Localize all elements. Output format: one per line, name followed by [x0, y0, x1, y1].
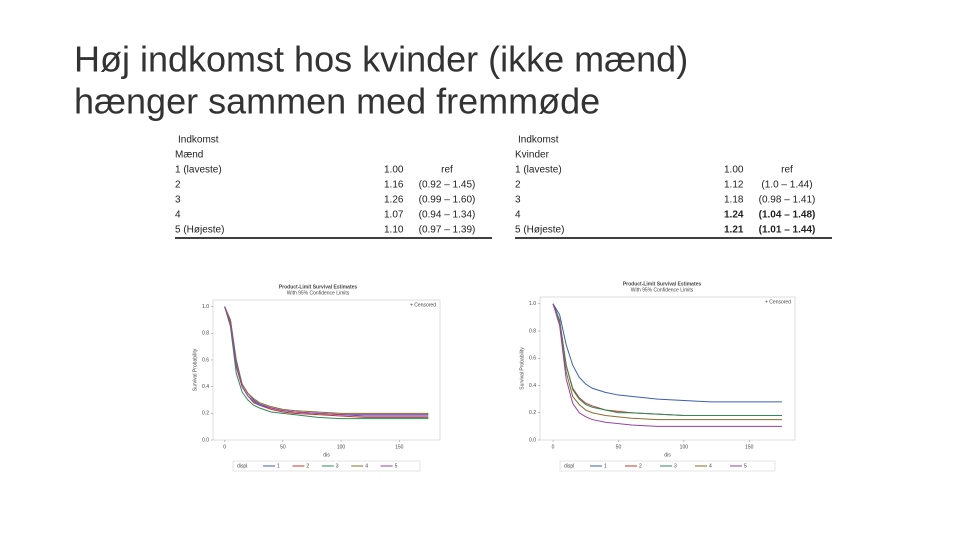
- chart-title: Product-Limit Survival Estimates: [279, 284, 358, 290]
- survival-curve: [552, 303, 782, 427]
- row-label: 2: [175, 180, 181, 191]
- hazard-ratio: 1.26: [384, 195, 404, 206]
- y-tick-label: 0.0: [202, 437, 209, 443]
- legend-title: displ: [237, 463, 247, 469]
- hazard-ratio: 1.18: [724, 195, 744, 206]
- confidence-interval: (0.97 – 1.39): [419, 225, 476, 236]
- legend-title: displ: [564, 463, 574, 469]
- confidence-interval: ref: [441, 165, 453, 176]
- x-tick-label: 150: [745, 444, 754, 450]
- confidence-interval: (0.98 – 1.41): [759, 195, 816, 206]
- y-tick-label: 0.6: [202, 357, 209, 363]
- x-tick-label: 0: [223, 444, 226, 450]
- y-tick-label: 0.2: [529, 410, 536, 416]
- x-tick-label: 0: [552, 444, 555, 450]
- hazard-ratio: 1.00: [724, 165, 744, 176]
- legend-label: 4: [709, 463, 712, 469]
- hazard-ratio: 1.12: [724, 180, 744, 191]
- confidence-interval: ref: [781, 165, 793, 176]
- slide-title: hænger sammen med fremmøde: [74, 81, 600, 122]
- y-tick-label: 0.4: [202, 384, 209, 390]
- table-header: Indkomst: [518, 135, 559, 146]
- plot-area: [212, 299, 441, 441]
- confidence-interval: (0.94 – 1.34): [419, 210, 476, 221]
- row-label: 3: [515, 195, 521, 206]
- legend-label: 1: [277, 463, 280, 469]
- legend-label: 5: [744, 463, 747, 469]
- hazard-ratio: 1.24: [724, 210, 744, 221]
- legend-label: 3: [336, 463, 339, 469]
- chart-subtitle: With 95% Confidence Limits: [631, 287, 694, 293]
- survival-curve: [552, 303, 782, 416]
- row-label: 1 (laveste): [175, 165, 222, 176]
- y-tick-label: 0.2: [202, 411, 209, 417]
- hazard-ratio: 1.07: [384, 210, 404, 221]
- slide-title: Høj indkomst hos kvinder (ikke mænd): [74, 39, 688, 80]
- row-label: 4: [175, 210, 181, 221]
- confidence-interval: (1.04 – 1.48): [759, 210, 816, 221]
- legend-label: 2: [639, 463, 642, 469]
- y-tick-label: 0.8: [202, 331, 209, 337]
- confidence-interval: (1.0 – 1.44): [761, 180, 812, 191]
- x-axis-label: dis: [323, 452, 330, 458]
- row-label: 3: [175, 195, 181, 206]
- row-label: 5 (Højeste): [175, 225, 224, 236]
- y-axis-label: Survival Probability: [519, 347, 525, 390]
- y-tick-label: 0.6: [529, 356, 536, 362]
- legend-label: 3: [674, 463, 677, 469]
- x-tick-label: 150: [395, 444, 404, 450]
- table-header: Indkomst: [178, 135, 219, 146]
- y-tick-label: 1.0: [202, 304, 209, 310]
- censored-legend: + Censored: [765, 299, 791, 305]
- censored-legend: + Censored: [410, 302, 436, 308]
- x-axis-label: dis: [664, 452, 671, 458]
- y-axis-label: Survival Probability: [192, 348, 198, 391]
- x-tick-label: 100: [680, 444, 689, 450]
- y-tick-label: 1.0: [529, 301, 536, 307]
- legend-box: [559, 460, 776, 472]
- row-label: 4: [515, 210, 521, 221]
- legend-label: 4: [365, 463, 368, 469]
- row-label: 1 (laveste): [515, 165, 562, 176]
- hazard-ratio: 1.10: [384, 225, 404, 236]
- x-tick-label: 100: [337, 444, 346, 450]
- y-tick-label: 0.8: [529, 328, 536, 334]
- chart-title: Product-Limit Survival Estimates: [623, 281, 702, 287]
- plot-area: [539, 296, 796, 441]
- survival-curve: [552, 303, 782, 421]
- hazard-ratio: 1.21: [724, 225, 744, 236]
- x-tick-label: 50: [280, 444, 286, 450]
- survival-curve: [552, 303, 782, 416]
- hazard-ratio: 1.00: [384, 165, 404, 176]
- confidence-interval: (1.01 – 1.44): [759, 225, 816, 236]
- y-tick-label: 0.0: [529, 437, 536, 443]
- hazard-ratio: 1.16: [384, 180, 404, 191]
- survival-curve: [552, 303, 782, 403]
- row-label: 5 (Højeste): [515, 225, 564, 236]
- table-header: Mænd: [175, 150, 203, 161]
- table-header: Kvinder: [515, 150, 550, 161]
- confidence-interval: (0.99 – 1.60): [419, 195, 476, 206]
- survival-curve: [224, 306, 429, 416]
- survival-curve: [224, 306, 429, 414]
- confidence-interval: (0.92 – 1.45): [419, 180, 476, 191]
- row-label: 2: [515, 180, 521, 191]
- survival-curve: [224, 306, 429, 420]
- legend-label: 1: [604, 463, 607, 469]
- y-tick-label: 0.4: [529, 383, 536, 389]
- legend-box: [232, 460, 421, 472]
- legend-label: 5: [395, 463, 398, 469]
- x-tick-label: 50: [616, 444, 622, 450]
- chart-subtitle: With 95% Confidence Limits: [287, 290, 350, 296]
- legend-label: 2: [306, 463, 309, 469]
